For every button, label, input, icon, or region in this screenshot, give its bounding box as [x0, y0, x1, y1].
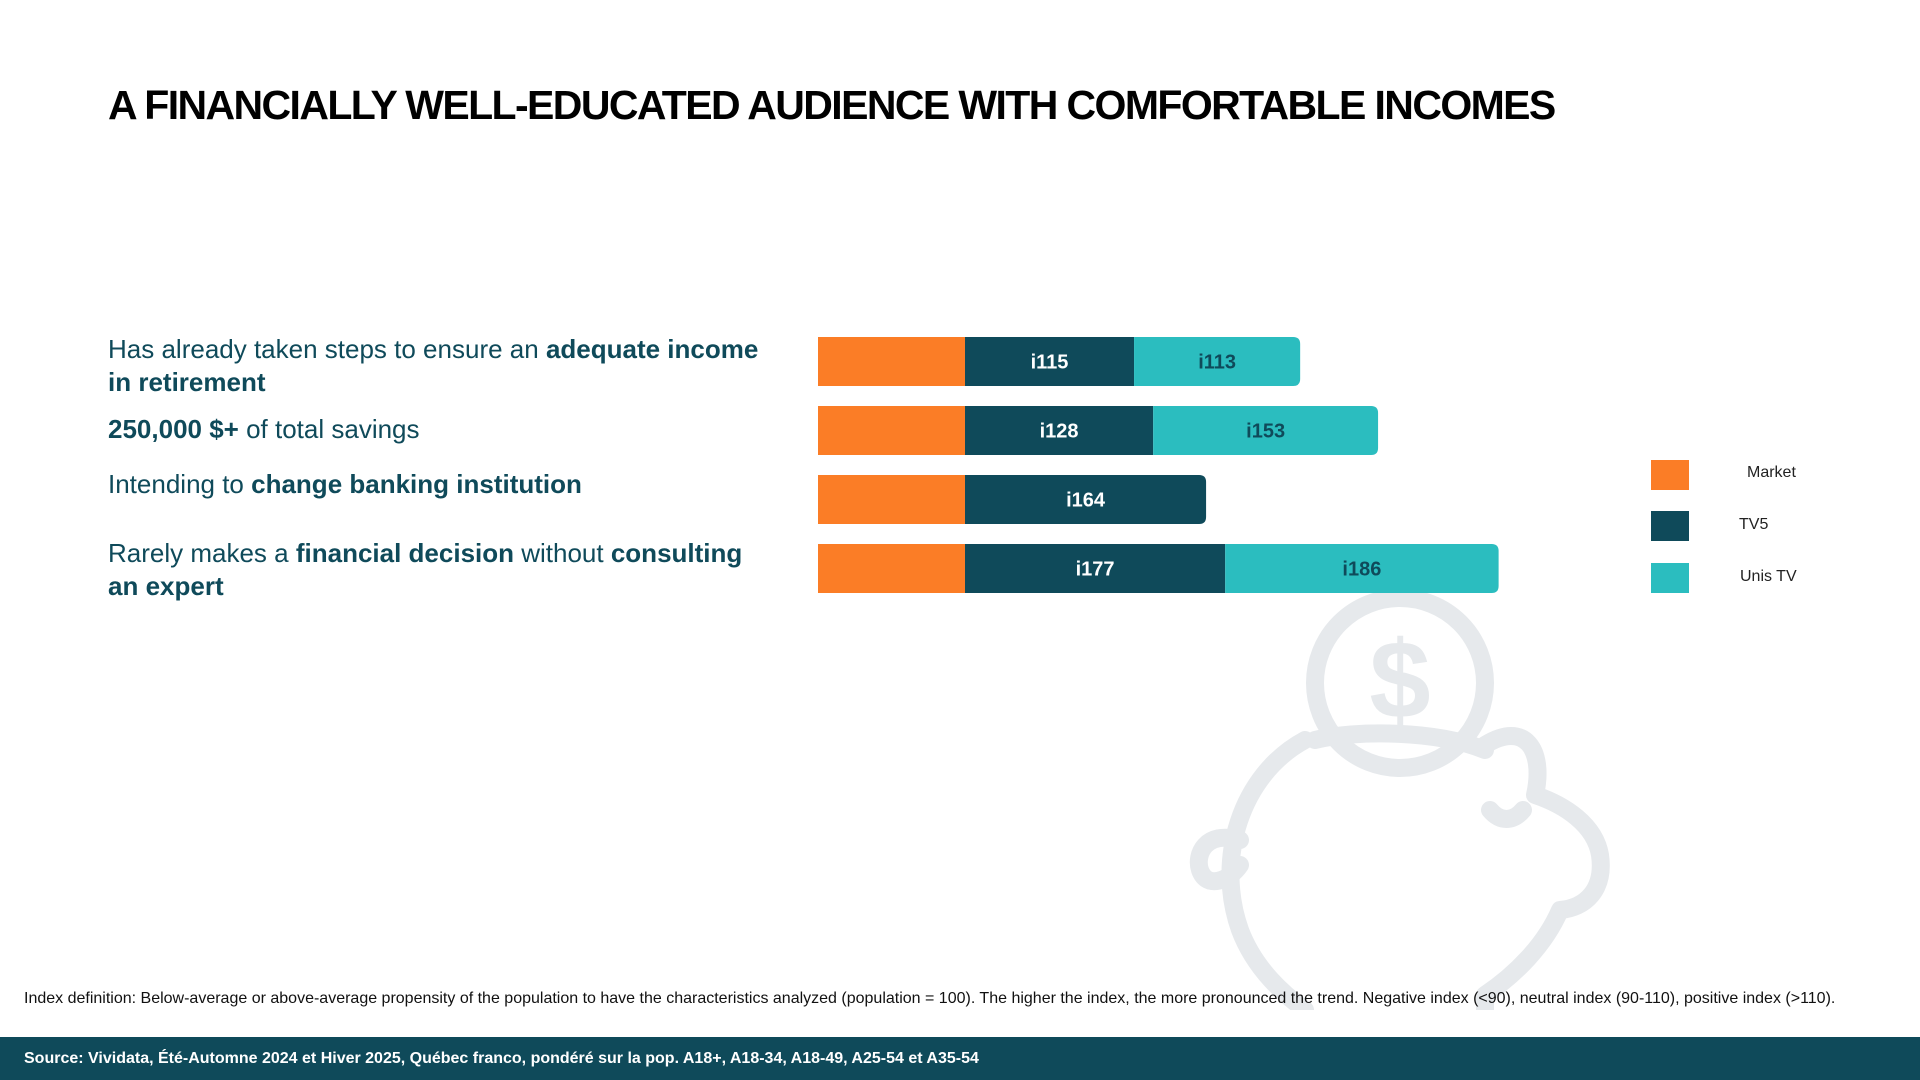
bar-tv5-4 [964, 544, 1226, 593]
bar-market-3 [818, 475, 965, 524]
bar-unis-tv-1 [1134, 337, 1301, 386]
row-label-savings: 250,000 $+ of total savings [108, 414, 420, 444]
bar-tv5-2 [965, 406, 1154, 455]
bar-unis-tv-2 [1153, 406, 1379, 455]
data-label-tv5-3: i164 [1066, 490, 1106, 512]
row-label-retirement: Has already taken steps to ensure an ade… [108, 334, 759, 397]
legend-label-market: Market [1747, 464, 1796, 481]
data-label-unis-tv-4: i186 [1342, 559, 1381, 581]
data-label-unis-tv-2: i153 [1246, 421, 1285, 443]
index-definition-footnote: Index definition: Below-average or above… [24, 990, 1836, 1007]
data-label-tv5-1: i115 [1031, 352, 1069, 374]
svg-text:$: $ [1369, 619, 1430, 742]
source-bar: Source: Vividata, Été-Automne 2024 et Hi… [0, 1037, 1920, 1080]
legend-swatch-unis-tv [1651, 563, 1689, 593]
legend-swatch-tv5 [1651, 511, 1689, 541]
row-label-expert: Rarely makes a financial decision withou… [108, 538, 743, 601]
legend-label-unis-tv: Unis TV [1740, 568, 1797, 585]
bar-unis-tv-4 [1225, 544, 1499, 593]
bar-market-1 [818, 337, 965, 386]
data-label-tv5-4: i177 [1076, 559, 1115, 581]
legend-swatch-market [1651, 460, 1689, 490]
page-title: A FINANCIALLY WELL-EDUCATED AUDIENCE WIT… [108, 82, 1556, 128]
bar-market-2 [818, 406, 965, 455]
bar-chart: i115 i113 i128 i153 i164 i177 i186 [818, 337, 1499, 593]
piggy-bank-icon: $ [1189, 590, 1610, 1010]
legend-label-tv5: TV5 [1739, 516, 1769, 533]
bar-market-4 [818, 544, 965, 593]
bar-tv5-3 [965, 475, 1207, 524]
data-label-tv5-2: i128 [1040, 421, 1079, 443]
bar-tv5-1 [965, 337, 1135, 386]
row-label-banking: Intending to change banking institution [108, 469, 582, 499]
data-label-unis-tv-1: i113 [1198, 352, 1236, 374]
